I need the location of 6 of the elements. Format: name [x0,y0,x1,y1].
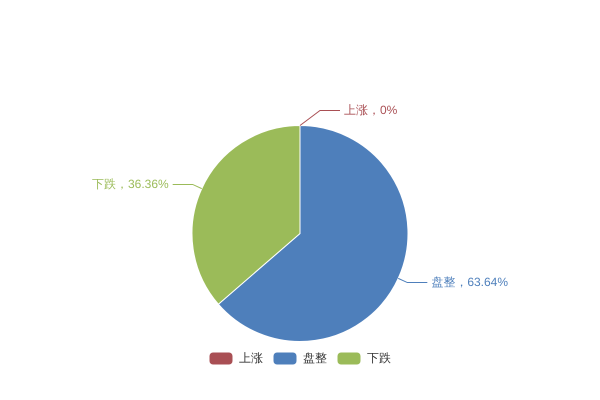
data-label: 盘整，63.64% [431,274,508,289]
text: 上涨，0% [344,102,398,117]
legend-label: 下跌 [367,350,391,365]
legend-label: 上涨 [239,350,263,365]
legend-label: 盘整 [303,350,327,365]
data-label: 下跌，36.36% [92,176,169,191]
